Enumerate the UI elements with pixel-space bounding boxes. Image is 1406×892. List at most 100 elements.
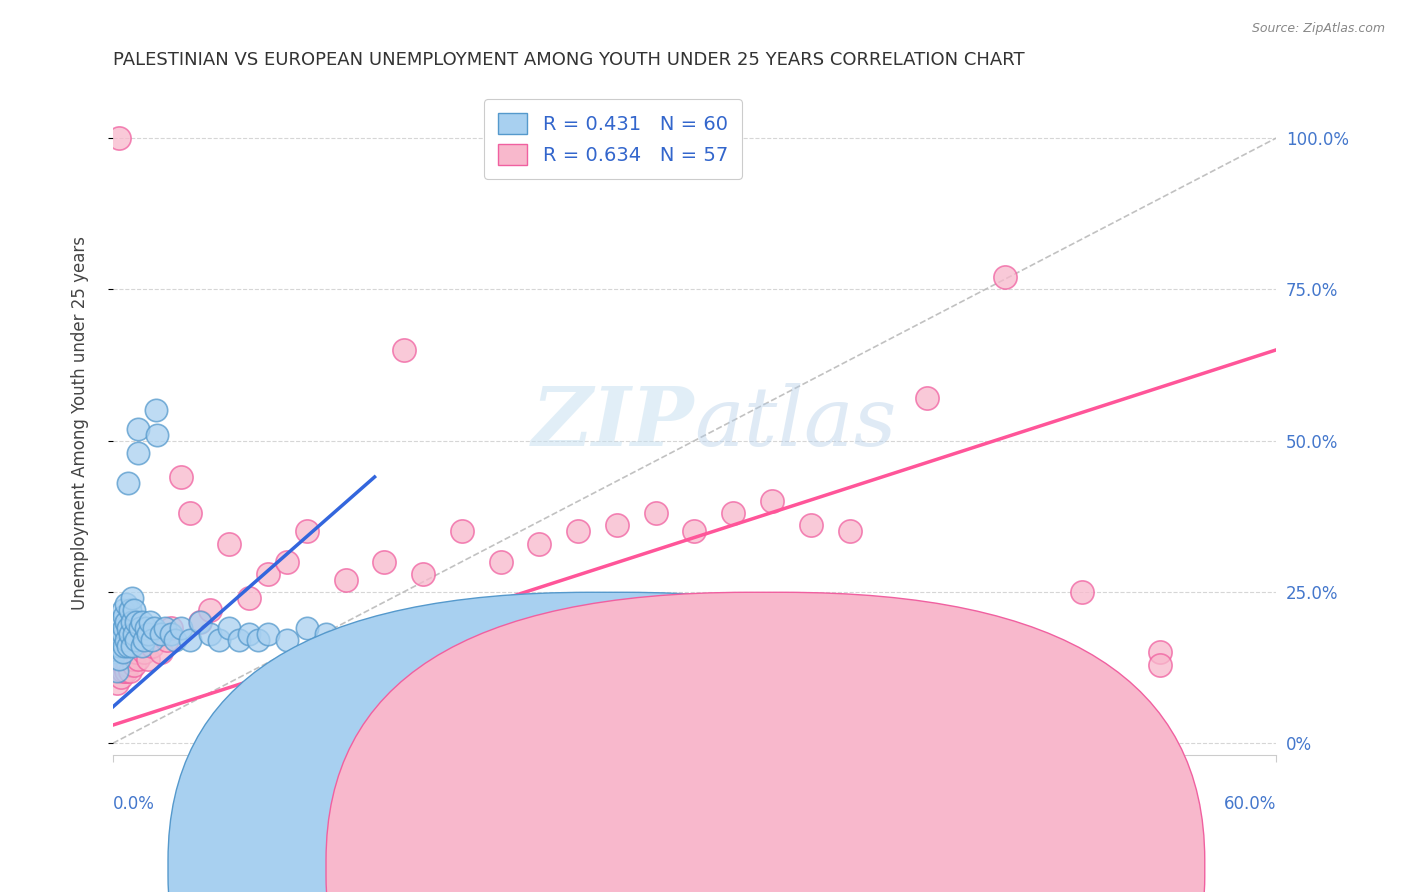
Point [145,627,167,641]
Point [132,645,155,659]
Point [198,627,221,641]
Point [121,591,143,605]
Point [198,603,221,617]
Point [115,633,138,648]
Point [156,633,179,648]
Point [132,633,155,648]
Point [111,645,134,659]
Point [105,675,128,690]
Point [1071,585,1094,599]
Point [315,627,337,641]
Point [683,524,706,539]
Point [489,555,512,569]
Point [121,640,143,654]
Point [160,621,183,635]
Point [335,573,357,587]
Point [188,615,211,630]
Point [105,627,128,641]
Point [141,640,163,654]
Point [111,664,134,678]
Point [110,651,132,665]
Point [110,633,132,648]
Point [228,633,250,648]
Point [153,621,176,635]
Point [115,615,138,630]
Point [335,633,357,648]
Point [529,536,551,550]
Point [295,524,318,539]
Point [125,645,148,659]
Point [179,506,201,520]
Point [276,555,298,569]
Point [136,651,159,665]
Point [127,651,149,665]
Point [218,621,240,635]
Point [295,621,318,635]
Point [105,664,128,678]
Point [114,609,136,624]
Point [117,640,139,654]
Point [150,627,173,641]
Point [1149,645,1171,659]
Point [117,640,139,654]
Point [121,633,143,648]
Point [838,524,860,539]
Point [238,627,260,641]
Point [131,640,153,654]
Point [145,403,167,417]
Point [104,664,127,678]
Point [257,566,280,581]
Point [208,633,231,648]
Text: Palestinians: Palestinians [602,796,700,814]
Point [114,640,136,654]
Point [104,645,127,659]
Point [373,555,395,569]
Point [247,633,270,648]
Point [127,446,149,460]
Point [117,476,139,491]
Point [218,536,240,550]
Point [915,392,938,406]
Point [141,633,163,648]
Point [136,627,159,641]
Text: Source: ZipAtlas.com: Source: ZipAtlas.com [1251,22,1385,36]
Point [131,615,153,630]
Point [111,627,134,641]
Point [117,657,139,672]
Point [163,633,186,648]
Point [110,670,132,684]
Point [994,270,1017,285]
Legend: R = 0.431   N = 60, R = 0.634   N = 57: R = 0.431 N = 60, R = 0.634 N = 57 [485,99,741,178]
Point [120,645,142,659]
Text: 0.0%: 0.0% [112,796,155,814]
Point [115,664,138,678]
Point [111,645,134,659]
Point [179,633,201,648]
Point [257,627,280,641]
Point [120,603,142,617]
Y-axis label: Unemployment Among Youth under 25 years: Unemployment Among Youth under 25 years [72,235,89,609]
Text: ZIP: ZIP [531,383,695,463]
Point [125,615,148,630]
Point [276,633,298,648]
Point [127,421,149,435]
Point [120,627,142,641]
Point [121,651,143,665]
Point [354,640,377,654]
Point [107,651,129,665]
Point [122,657,145,672]
Point [170,621,193,635]
Point [120,664,142,678]
Point [107,131,129,145]
Point [160,627,183,641]
Point [238,591,260,605]
Point [150,645,173,659]
Point [122,603,145,617]
Point [115,651,138,665]
Point [125,633,148,648]
Point [114,621,136,635]
Point [114,657,136,672]
Text: PALESTINIAN VS EUROPEAN UNEMPLOYMENT AMONG YOUTH UNDER 25 YEARS CORRELATION CHAR: PALESTINIAN VS EUROPEAN UNEMPLOYMENT AMO… [112,51,1025,69]
Point [450,524,472,539]
Point [1149,657,1171,672]
